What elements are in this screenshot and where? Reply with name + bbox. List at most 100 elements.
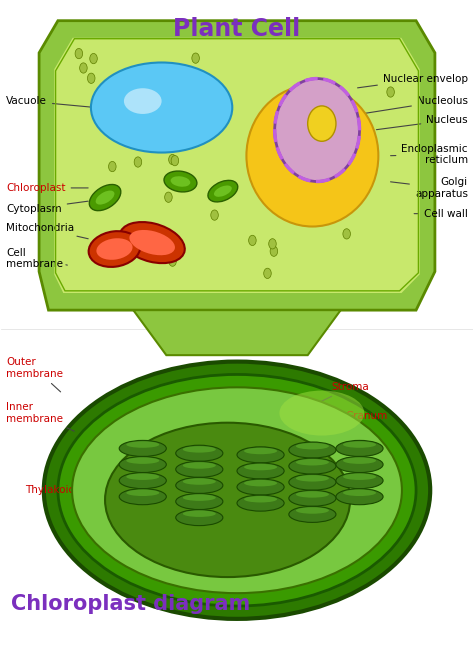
- Ellipse shape: [237, 495, 284, 511]
- Ellipse shape: [96, 238, 133, 260]
- Text: Cell wall: Cell wall: [414, 209, 468, 218]
- Circle shape: [80, 63, 87, 73]
- Circle shape: [154, 121, 161, 132]
- Text: Mitochondria: Mitochondria: [6, 223, 88, 239]
- Ellipse shape: [343, 441, 376, 448]
- Circle shape: [109, 162, 116, 172]
- Ellipse shape: [244, 480, 277, 486]
- Circle shape: [128, 236, 136, 246]
- Circle shape: [169, 154, 176, 165]
- Text: Cell
membrane: Cell membrane: [6, 248, 67, 269]
- Text: Stroma: Stroma: [287, 382, 369, 418]
- Ellipse shape: [171, 176, 191, 187]
- Circle shape: [269, 238, 276, 249]
- Ellipse shape: [124, 89, 162, 114]
- Text: Cytoplasm: Cytoplasm: [6, 201, 88, 214]
- Text: Endoplasmic
reticlum: Endoplasmic reticlum: [391, 143, 468, 165]
- Circle shape: [164, 192, 172, 202]
- Ellipse shape: [119, 441, 166, 457]
- Ellipse shape: [279, 391, 364, 435]
- Ellipse shape: [126, 474, 159, 480]
- Ellipse shape: [126, 457, 159, 464]
- Ellipse shape: [289, 458, 336, 474]
- Polygon shape: [39, 21, 435, 310]
- Text: Granum: Granum: [342, 412, 388, 453]
- Ellipse shape: [183, 463, 216, 469]
- Ellipse shape: [44, 362, 430, 619]
- Circle shape: [120, 242, 128, 253]
- Ellipse shape: [336, 473, 383, 488]
- Ellipse shape: [119, 473, 166, 488]
- Ellipse shape: [119, 222, 185, 263]
- Ellipse shape: [237, 479, 284, 495]
- Circle shape: [192, 53, 200, 63]
- Text: Thylakoids: Thylakoids: [25, 485, 140, 503]
- Ellipse shape: [89, 231, 140, 267]
- Ellipse shape: [58, 375, 416, 606]
- Ellipse shape: [96, 191, 114, 205]
- Circle shape: [75, 48, 82, 59]
- Ellipse shape: [289, 490, 336, 506]
- Ellipse shape: [237, 447, 284, 463]
- Ellipse shape: [336, 441, 383, 457]
- Ellipse shape: [343, 474, 376, 480]
- Ellipse shape: [72, 388, 402, 593]
- Ellipse shape: [308, 106, 336, 141]
- Ellipse shape: [183, 446, 216, 453]
- Circle shape: [88, 73, 95, 83]
- Circle shape: [270, 246, 278, 256]
- Circle shape: [264, 268, 271, 278]
- Polygon shape: [133, 310, 341, 355]
- Ellipse shape: [275, 79, 359, 182]
- Ellipse shape: [119, 488, 166, 505]
- Ellipse shape: [89, 185, 121, 211]
- Circle shape: [90, 54, 97, 64]
- Ellipse shape: [91, 63, 232, 152]
- Ellipse shape: [244, 448, 277, 454]
- Text: Nucleus: Nucleus: [376, 116, 468, 130]
- Circle shape: [219, 92, 226, 103]
- Ellipse shape: [336, 488, 383, 505]
- Ellipse shape: [296, 459, 329, 466]
- Ellipse shape: [183, 510, 216, 517]
- Text: Plant Cell: Plant Cell: [173, 17, 301, 41]
- Ellipse shape: [289, 442, 336, 458]
- Ellipse shape: [244, 464, 277, 470]
- Ellipse shape: [176, 477, 223, 494]
- Ellipse shape: [296, 507, 329, 514]
- Ellipse shape: [176, 461, 223, 477]
- Ellipse shape: [126, 441, 159, 448]
- Ellipse shape: [129, 230, 175, 255]
- Ellipse shape: [246, 85, 378, 227]
- Ellipse shape: [296, 491, 329, 497]
- Text: Chloroplast diagram: Chloroplast diagram: [11, 594, 250, 614]
- Ellipse shape: [183, 494, 216, 501]
- Ellipse shape: [237, 463, 284, 479]
- Text: Outer
membrane: Outer membrane: [6, 357, 63, 392]
- Circle shape: [211, 210, 219, 220]
- Ellipse shape: [343, 457, 376, 464]
- Ellipse shape: [176, 494, 223, 510]
- Ellipse shape: [105, 422, 350, 577]
- Circle shape: [266, 110, 274, 121]
- Circle shape: [294, 174, 301, 185]
- Ellipse shape: [289, 474, 336, 490]
- Circle shape: [343, 229, 350, 239]
- Ellipse shape: [164, 171, 197, 192]
- Ellipse shape: [183, 478, 216, 484]
- Circle shape: [171, 156, 179, 166]
- Ellipse shape: [119, 457, 166, 473]
- Ellipse shape: [343, 490, 376, 496]
- Text: Golgi
apparatus: Golgi apparatus: [391, 177, 468, 199]
- Ellipse shape: [296, 475, 329, 481]
- Ellipse shape: [126, 490, 159, 496]
- Ellipse shape: [214, 185, 232, 197]
- Circle shape: [310, 137, 317, 147]
- Ellipse shape: [296, 443, 329, 450]
- Ellipse shape: [176, 510, 223, 526]
- Ellipse shape: [208, 180, 238, 202]
- Text: Inner
membrane: Inner membrane: [6, 402, 74, 431]
- Circle shape: [249, 235, 256, 245]
- Text: Chloroplast: Chloroplast: [6, 183, 88, 193]
- Text: Vacuole: Vacuole: [6, 96, 93, 107]
